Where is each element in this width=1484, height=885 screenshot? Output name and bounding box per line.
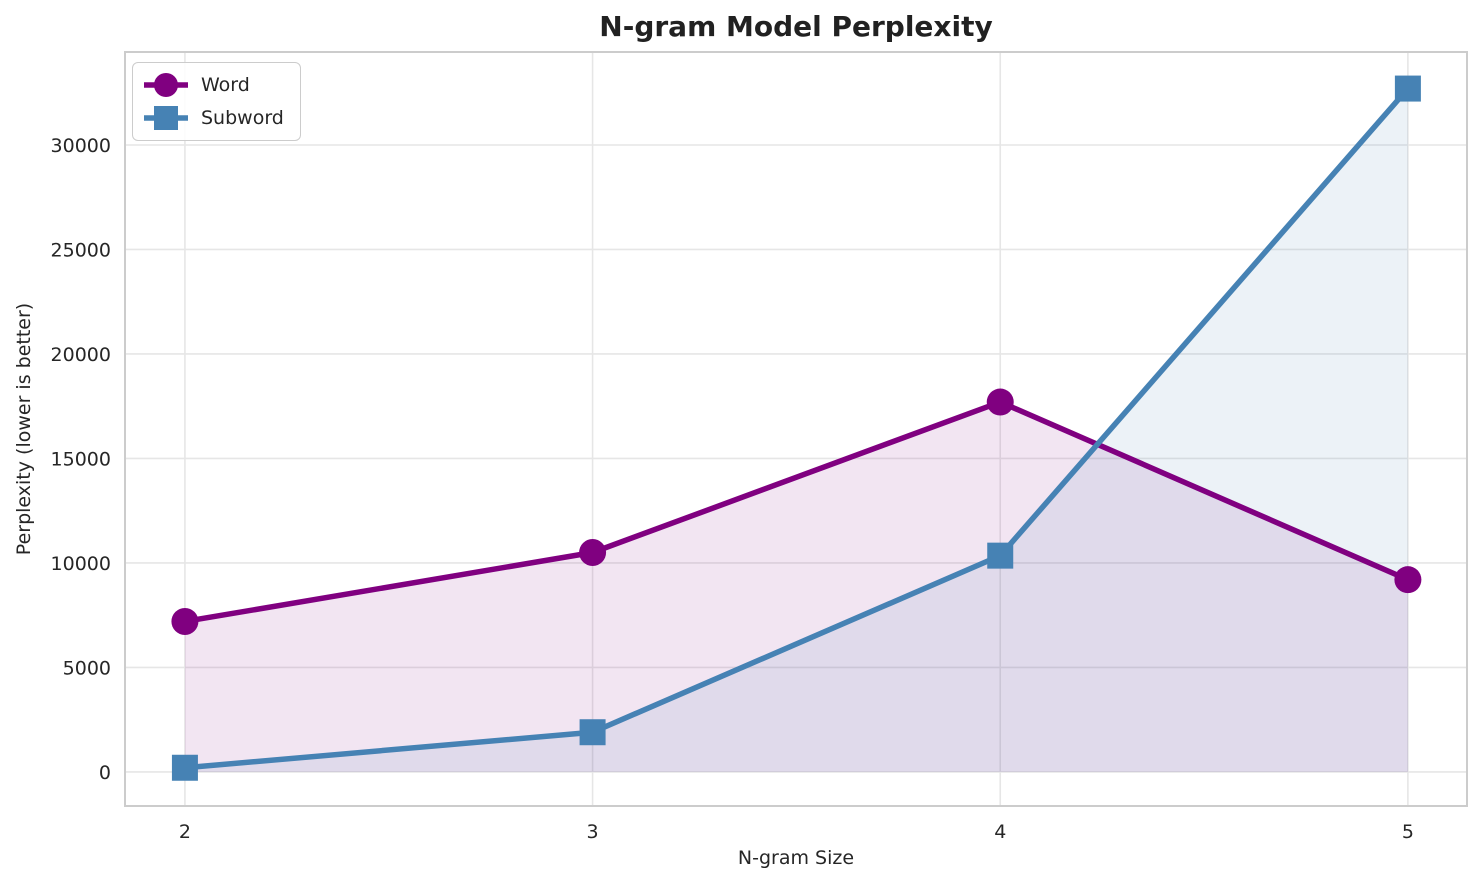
circle-marker-icon	[144, 73, 188, 97]
x-tick-label: 4	[994, 821, 1006, 843]
subword-marker	[987, 542, 1014, 569]
y-tick-label: 5000	[63, 657, 111, 679]
word-area	[184, 402, 1408, 772]
legend-label: Subword	[201, 107, 284, 129]
legend-item-word: Word	[143, 70, 284, 100]
legend-label: Word	[201, 74, 250, 96]
chart-title: N-gram Model Perplexity	[599, 10, 992, 43]
word-marker	[579, 539, 607, 567]
word-marker	[171, 607, 199, 635]
y-tick-label: 20000	[51, 344, 111, 366]
legend-marker-shape	[154, 106, 178, 130]
plot-border	[124, 51, 1468, 807]
y-tick-label: 10000	[51, 553, 111, 575]
x-tick-label: 3	[587, 821, 599, 843]
subword-marker	[1394, 75, 1421, 102]
subword-area	[184, 88, 1408, 772]
word-marker	[986, 388, 1014, 416]
y-tick-label: 0	[99, 762, 111, 784]
x-tick-label: 2	[179, 821, 191, 843]
x-tick-label: 5	[1402, 821, 1414, 843]
word-marker	[1394, 566, 1422, 594]
y-tick-label: 15000	[51, 448, 111, 470]
y-tick-label: 30000	[51, 135, 111, 157]
word-line	[182, 399, 1411, 625]
y-axis-label: Perplexity (lower is better)	[13, 303, 35, 555]
y-tick-label: 25000	[51, 239, 111, 261]
x-axis-label: N-gram Size	[738, 847, 854, 869]
legend-item-subword: Subword	[143, 103, 284, 133]
subword-marker	[579, 719, 606, 746]
subword-line	[182, 85, 1411, 771]
legend-marker-shape	[154, 73, 178, 97]
square-marker-icon	[144, 106, 188, 130]
legend: Word Subword	[132, 62, 301, 141]
subword-marker	[171, 754, 198, 781]
